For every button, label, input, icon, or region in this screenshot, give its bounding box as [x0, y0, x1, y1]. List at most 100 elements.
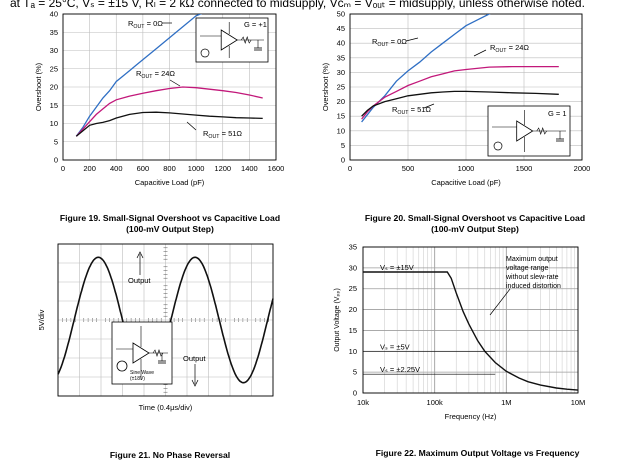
x-axis-label: Capacitive Load (pF) — [135, 178, 205, 187]
tick-label-y: 5 — [341, 141, 345, 150]
figure-22-title: Figure 22. Maximum Output Voltage vs Fre… — [375, 448, 580, 458]
series-label-2: ROUT = 51Ω — [203, 129, 242, 140]
fig21-circuit-inset-resistor — [152, 349, 164, 357]
figure-21-title: Figure 21. No Phase Reversal — [109, 450, 231, 460]
tick-label-x: 0 — [61, 164, 65, 173]
output-arrowhead-top — [136, 251, 144, 259]
chart-fig20: 0 500 1000 1500 2000 0 5 10 15 20 25 30 35 40 45 50 Capa… — [321, 10, 591, 188]
output-label-top: Output — [128, 276, 151, 285]
series-label-0: ROUT = 0Ω — [128, 19, 163, 30]
tick-label-x: 800 — [163, 164, 176, 173]
figure-19-title: Figure 19. Small-Signal Overshoot vs Cap… — [59, 213, 281, 223]
series-label-1: ROUT = 24Ω — [136, 69, 175, 80]
max-output-note-leader — [489, 288, 511, 316]
figure-20-subtitle: (100-mV Output Step) — [431, 224, 519, 234]
x-axis-label: Capacitive Load (pF) — [431, 178, 501, 187]
fig19-source-circle — [200, 48, 210, 58]
tick-label-y: 40 — [337, 39, 345, 48]
fig21-circuit-inset-opamp-triangle — [132, 342, 150, 364]
tick-label-y: 5 — [54, 137, 58, 146]
tick-label-y: 20 — [50, 83, 58, 92]
series-label-leader-1 — [473, 49, 487, 57]
x-axis-label: Time (0.4μs/div) — [139, 403, 193, 412]
tick-label-x: 1M — [501, 398, 511, 407]
series-label-2-tail: = 51Ω — [220, 129, 243, 138]
output-arrowhead-bottom — [191, 379, 199, 387]
tick-label-x: 10k — [357, 398, 369, 407]
x-axis-label: Frequency (Hz) — [445, 412, 497, 421]
plot-frame — [362, 246, 579, 394]
tick-label-y: 20 — [349, 305, 357, 314]
tick-label-x: 400 — [110, 164, 123, 173]
tick-label-y: 0 — [341, 156, 345, 165]
tick-label-y: 30 — [337, 68, 345, 77]
fig19-circuit-inset-resistor — [240, 36, 252, 44]
fig19-circuit-inset: G = +1 — [195, 17, 269, 63]
series-label-2: ROUT = 51Ω — [392, 105, 431, 116]
plot-frame — [57, 243, 274, 397]
fig21-source-circle — [116, 360, 128, 372]
series-label-0-main: R — [372, 37, 378, 46]
tick-label-y: 30 — [50, 46, 58, 55]
fig20-source-circle — [493, 141, 503, 151]
max-output-note-line: induced distortion — [506, 283, 561, 290]
tick-label-y: 5 — [353, 368, 357, 377]
series-label-0-sub: OUT — [377, 42, 389, 48]
series-label-1-main: R — [490, 43, 496, 52]
figure-22-caption: Figure 22. Maximum Output Voltage vs Fre… — [345, 448, 610, 459]
series-line-1 — [361, 65, 559, 120]
page-header-conditions: at Tₐ = 25°C, Vₛ = ±15 V, Rₗ = 2 kΩ conn… — [10, 0, 585, 10]
tick-label-x: 1200 — [214, 164, 231, 173]
series-line-2 — [361, 90, 559, 117]
series-label-leader-2 — [423, 103, 435, 109]
vs-15v-label: Vₛ = ±15V — [380, 263, 414, 272]
tick-label-y: 35 — [337, 53, 345, 62]
tick-label-x: 10M — [571, 398, 586, 407]
fig21-source-amplitude: (±18V) — [130, 376, 145, 382]
plot-frame — [62, 13, 277, 161]
fig21-source-label: Sine Wave — [130, 370, 154, 376]
series-label-0-tail: = 0Ω — [145, 19, 164, 28]
plot-frame — [349, 13, 583, 161]
series-label-1-tail: = 24Ω — [153, 69, 176, 78]
figure-19-caption: Figure 19. Small-Signal Overshoot vs Cap… — [40, 213, 300, 235]
tick-label-y: 45 — [337, 24, 345, 33]
fig20-gain-label: G = 1 — [548, 109, 567, 118]
tick-label-y: 25 — [349, 284, 357, 293]
max-output-note-line: Maximum output — [506, 256, 558, 263]
tick-label-x: 2000 — [574, 164, 591, 173]
tick-label-y: 0 — [54, 156, 58, 165]
y-axis-label: Overshoot (%) — [321, 62, 330, 111]
figure-20-caption: Figure 20. Small-Signal Overshoot vs Cap… — [345, 213, 605, 235]
max-output-note-line: without slew-rate — [505, 274, 559, 281]
series-label-2-tail: = 51Ω — [409, 105, 432, 114]
fig20-circuit-inset: G = 1 — [487, 105, 571, 157]
series-label-1-sub: OUT — [141, 74, 153, 80]
tick-label-y: 25 — [337, 83, 345, 92]
tick-label-y: 10 — [337, 126, 345, 135]
tick-label-y: 15 — [50, 101, 58, 110]
series-line-1 — [75, 86, 263, 137]
tick-label-x: 0 — [348, 164, 352, 173]
series-label-1-sub: OUT — [495, 48, 507, 54]
tick-label-x: 500 — [402, 164, 415, 173]
series-label-2-main: R — [203, 129, 209, 138]
fig20-circuit-inset-resistor — [536, 127, 547, 135]
tick-label-x: 1500 — [516, 164, 533, 173]
tick-label-x: 600 — [137, 164, 150, 173]
fig19-gain-label: G = +1 — [244, 20, 267, 29]
tick-label-y: 40 — [50, 10, 58, 19]
series-label-0-tail: = 0Ω — [389, 37, 408, 46]
fig19-circuit-inset-opamp-triangle — [220, 29, 238, 51]
tick-label-y: 50 — [337, 10, 345, 19]
series-label-2-sub: OUT — [397, 110, 409, 116]
tick-label-y: 0 — [353, 389, 357, 398]
output-label-bottom: Output — [183, 354, 206, 363]
tick-label-y: 15 — [349, 326, 357, 335]
fig20-circuit-inset-opamp-triangle — [516, 120, 534, 142]
tick-label-y: 35 — [349, 243, 357, 252]
chart-fig22: 10k 100k 1M 10M 0 5 10 15 20 25 30 35 Vₛ = ±15V Vₛ = … — [334, 243, 586, 422]
tick-label-y: 20 — [337, 97, 345, 106]
series-label-0: ROUT = 0Ω — [372, 37, 407, 48]
tick-label-y: 25 — [50, 64, 58, 73]
